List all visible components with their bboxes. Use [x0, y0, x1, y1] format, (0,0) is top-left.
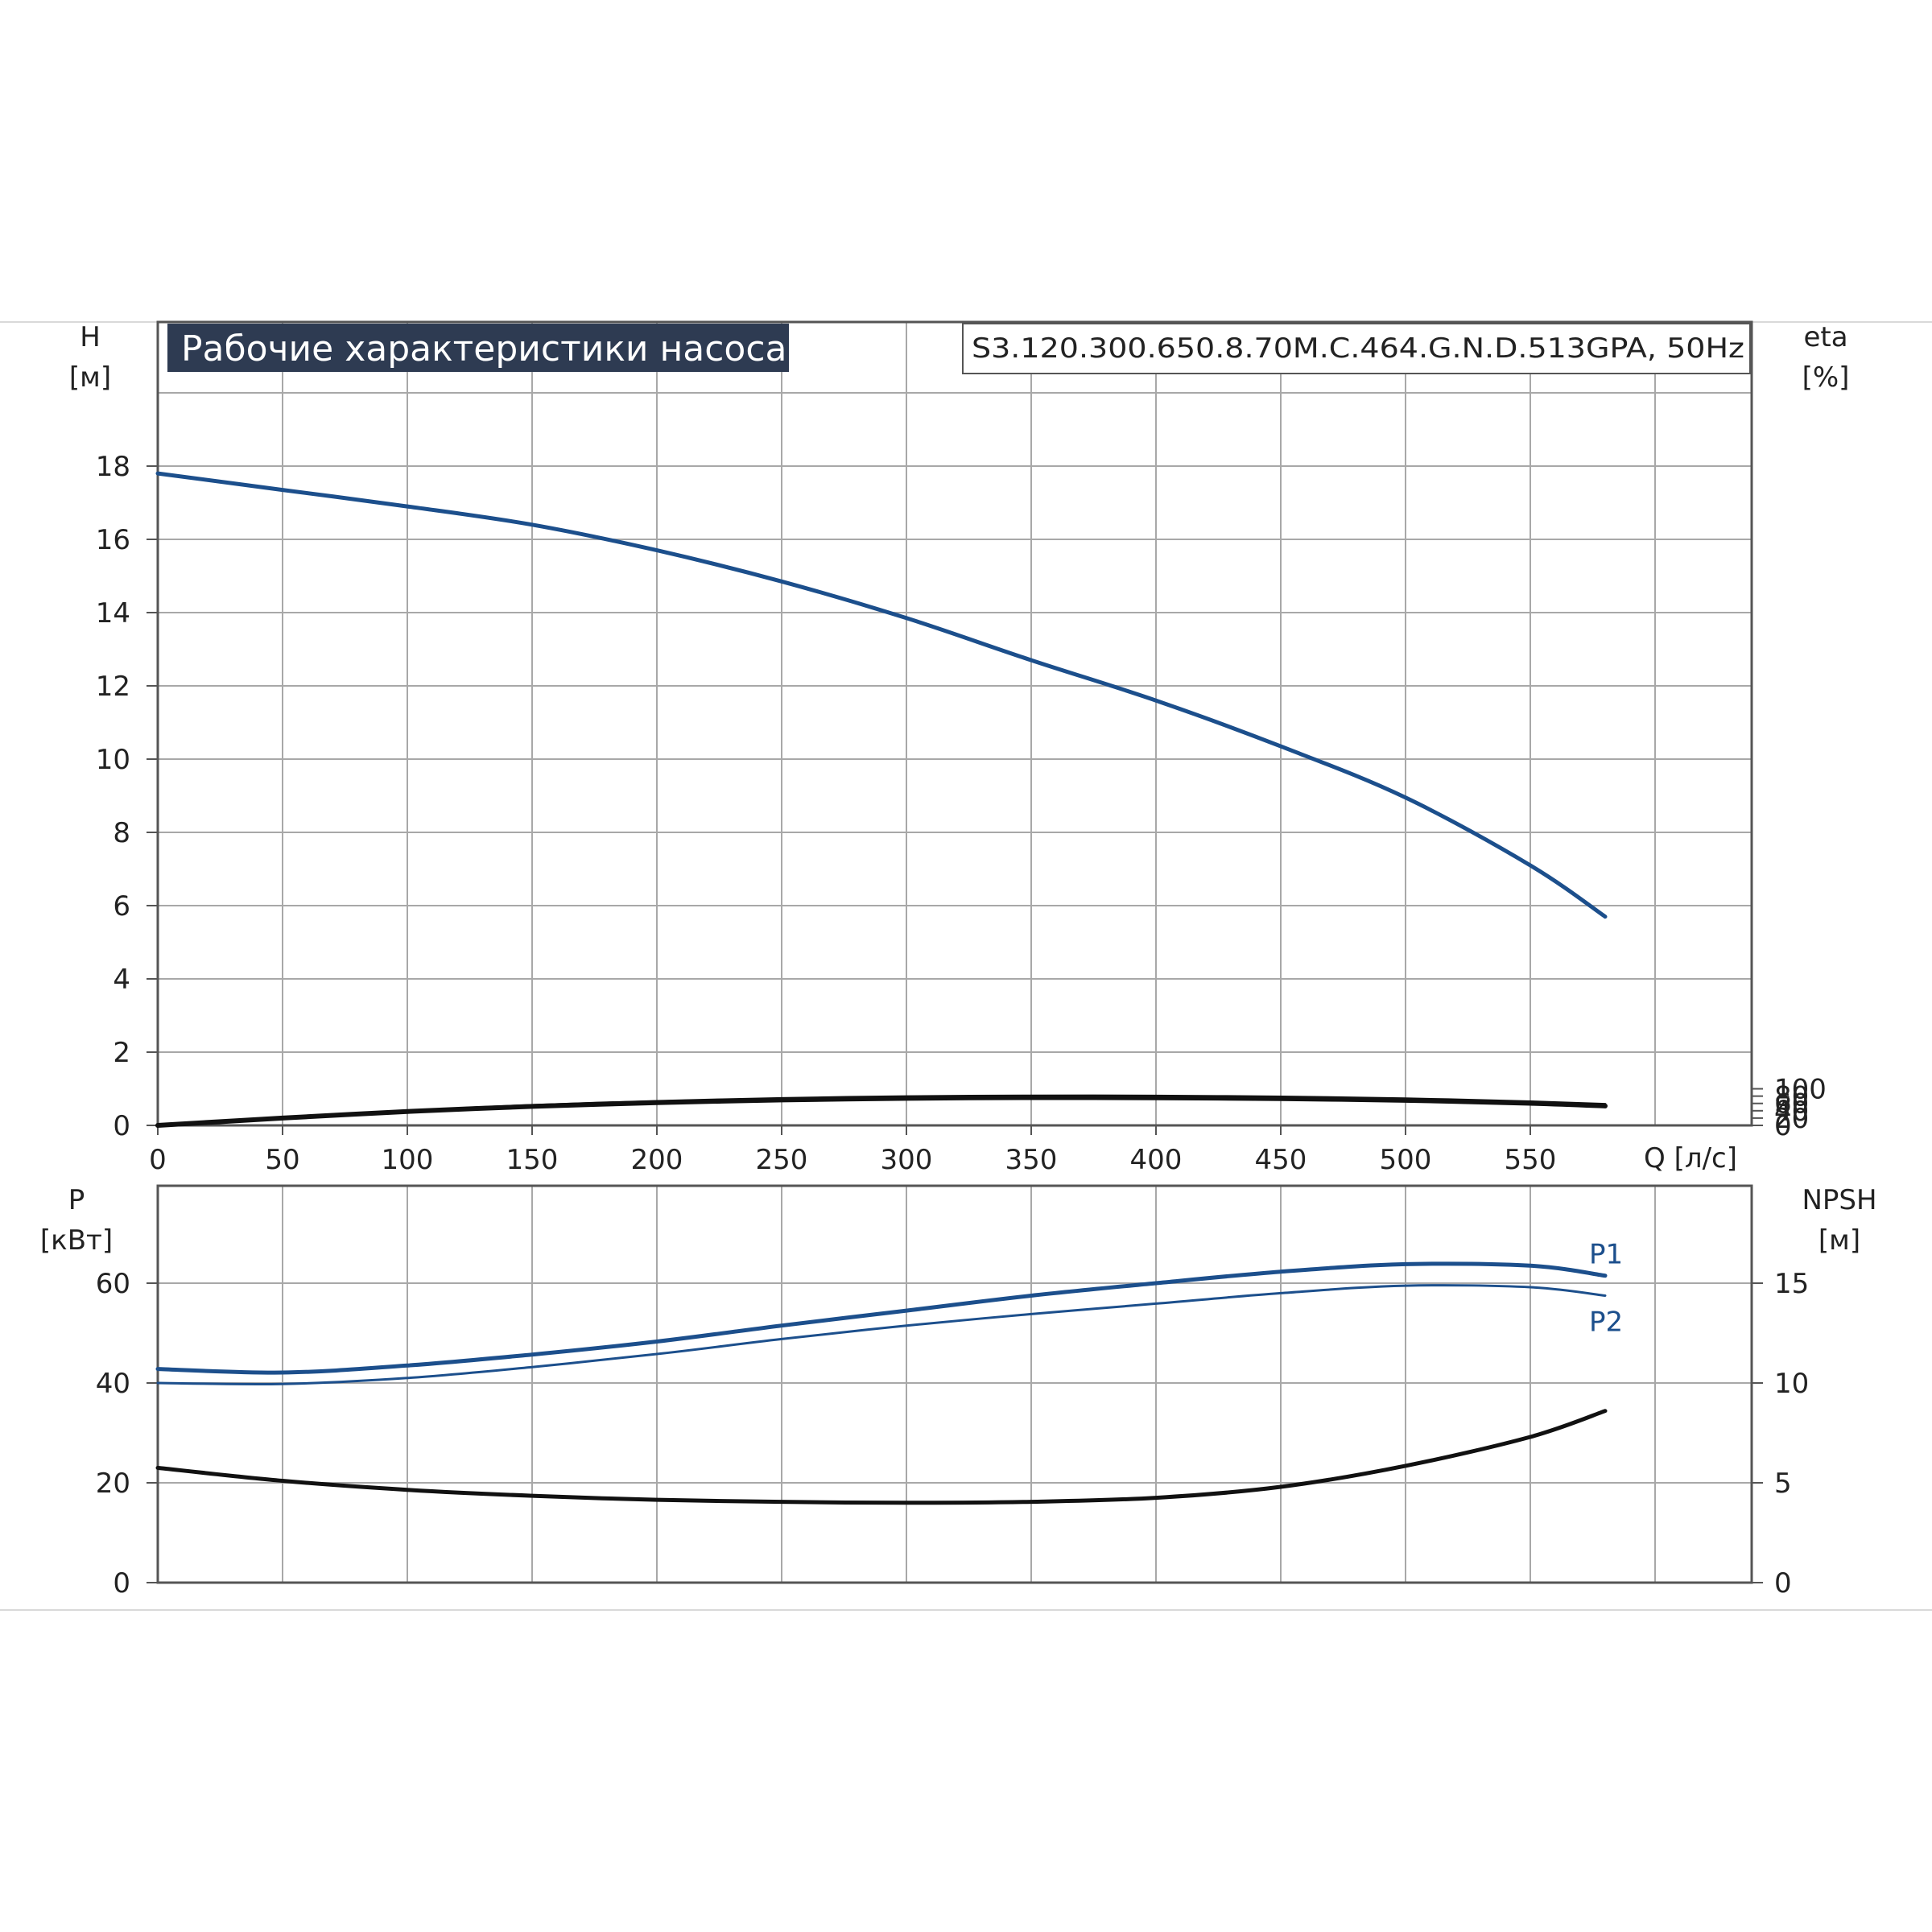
efficiency-tick-label: 60 — [1774, 1088, 1809, 1121]
flow-tick-label: 250 — [756, 1144, 808, 1176]
head-tick-label: 12 — [96, 671, 130, 703]
model-background — [962, 323, 1751, 374]
npsh-tick-label: 5 — [1774, 1468, 1792, 1500]
flow-tick-label: 100 — [382, 1144, 434, 1176]
flow-tick-label: 200 — [631, 1144, 683, 1176]
series-label-p1: P1 — [1589, 1239, 1623, 1271]
series-label-p2: P2 — [1589, 1307, 1623, 1339]
flow-tick-label: 50 — [265, 1144, 299, 1176]
upper-grid — [158, 322, 1752, 1125]
npsh-tick-label: 10 — [1774, 1368, 1809, 1400]
flow-tick-label: 400 — [1130, 1144, 1183, 1176]
efficiency-tick-label: 0 — [1774, 1110, 1792, 1142]
efficiency-tick-label: 40 — [1774, 1096, 1809, 1128]
power-tick-label: 20 — [96, 1468, 130, 1500]
power-p1-curve — [155, 1261, 1608, 1375]
npsh-tick-label: 0 — [1774, 1567, 1792, 1600]
efficiency-tick-label: 80 — [1774, 1081, 1809, 1113]
model-box: S3.120.300.650.8.70M.C.464.G.N.D.513GPA,… — [962, 323, 1751, 374]
flow-tick-label: 0 — [149, 1144, 167, 1176]
head-tick-label: 4 — [113, 964, 130, 996]
upper-tick-labels: 0 50 100 150 200 250 300 350 400 450 500 5500246810… — [96, 451, 1827, 1176]
pump-model: S3.120.300.650.8.70M.C.464.G.N.D.513GPA,… — [972, 332, 1744, 365]
flow-axis-label: Q [л/с] — [1644, 1142, 1737, 1174]
lower-tick-labels: 0 20 40 60 0 5 10 15 — [96, 1268, 1810, 1600]
head-tick-label: 18 — [96, 451, 130, 483]
npsh-axis-label: NPSH — [1802, 1184, 1876, 1216]
efficiency-tick-label: 20 — [1774, 1103, 1809, 1135]
power-tick-label: 0 — [113, 1567, 130, 1600]
head-axis-label: H — [80, 321, 101, 353]
power-tick-label: 60 — [96, 1268, 130, 1300]
flow-tick-label: 500 — [1380, 1144, 1432, 1176]
head-tick-label: 14 — [96, 597, 130, 630]
power-p2-curve — [156, 1284, 1607, 1386]
upper-curves — [155, 471, 1608, 1128]
head-tick-label: 2 — [113, 1037, 130, 1069]
flow-tick-label: 150 — [506, 1144, 559, 1176]
lower-curves: P1 P2 — [155, 1239, 1623, 1505]
power-axis-unit: [кВт] — [40, 1224, 113, 1257]
npsh-curve — [155, 1409, 1608, 1505]
upper-plot-frame — [156, 320, 1753, 1127]
flow-tick-label: 450 — [1255, 1144, 1307, 1176]
flow-tick-label: 350 — [1005, 1144, 1058, 1176]
npsh-tick-label: 15 — [1774, 1268, 1809, 1300]
efficiency-total-curve — [155, 1095, 1608, 1128]
head-tick-label: 8 — [113, 817, 130, 849]
power-tick-label: 40 — [96, 1368, 130, 1400]
npsh-axis-unit: [м] — [1818, 1224, 1860, 1257]
flow-tick-label: 300 — [881, 1144, 933, 1176]
head-curve — [155, 471, 1608, 919]
title-box: Рабочие характеристики насоса — [167, 324, 789, 372]
flow-tick-label: 550 — [1505, 1144, 1557, 1176]
head-tick-label: 0 — [113, 1110, 130, 1142]
power-axis-label: P — [68, 1184, 85, 1216]
lower-grid — [158, 1186, 1752, 1583]
head-tick-label: 10 — [96, 744, 130, 776]
head-tick-label: 16 — [96, 524, 130, 556]
chart-title: Рабочие характеристики насоса — [181, 328, 786, 369]
efficiency-tick-label: 100 — [1774, 1074, 1827, 1106]
lower-plot-frame — [156, 1184, 1753, 1584]
head-tick-label: 6 — [113, 890, 130, 923]
head-axis-unit: [м] — [69, 361, 111, 394]
title-background — [167, 324, 789, 372]
efficiency-axis-label: eta — [1803, 321, 1847, 353]
efficiency-axis-unit: [%] — [1802, 361, 1850, 394]
